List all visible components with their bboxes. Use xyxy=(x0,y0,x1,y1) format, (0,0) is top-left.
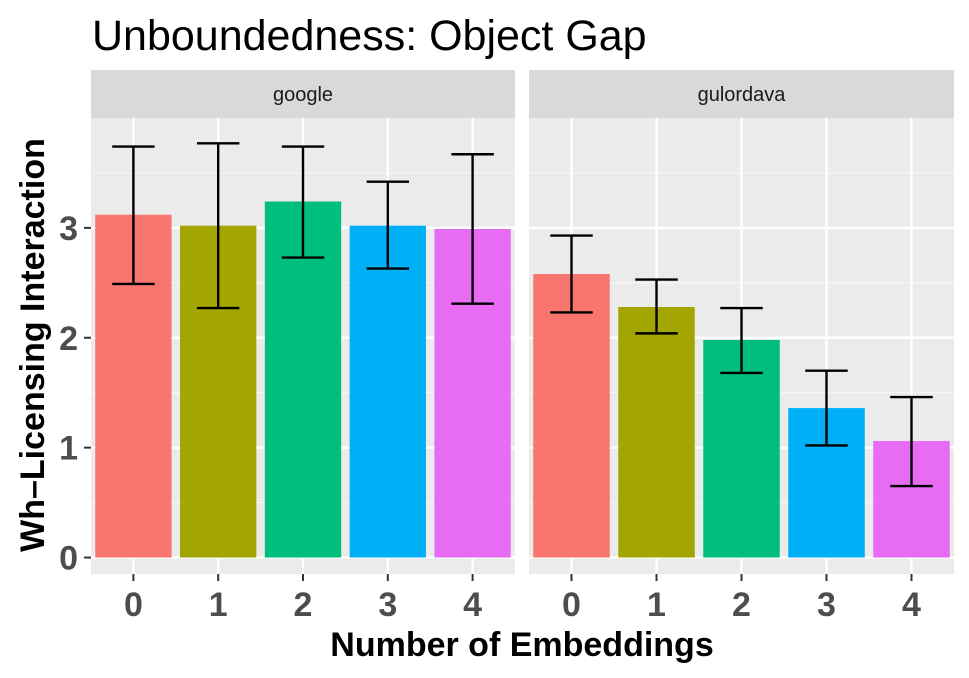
strip-label-gulordava: gulordava xyxy=(698,84,787,106)
x-tick-label-gulordava-0: 0 xyxy=(562,586,581,624)
bar-google-2 xyxy=(264,201,342,558)
x-tick-label-gulordava-2: 2 xyxy=(732,586,751,624)
y-tick-label-3: 3 xyxy=(59,210,78,248)
x-tick-label-google-2: 2 xyxy=(294,586,313,624)
error-bar-gulordava-2 xyxy=(720,306,763,375)
y-axis-title: Wh–Licensing Interaction xyxy=(14,138,52,552)
error-bar-gulordava-0 xyxy=(550,234,593,314)
error-bar-gulordava-4 xyxy=(890,395,933,488)
x-tick-label-gulordava-4: 4 xyxy=(902,586,921,624)
y-tick-label-1: 1 xyxy=(59,430,78,468)
strip-gulordava xyxy=(529,70,954,118)
x-tick-label-gulordava-3: 3 xyxy=(817,586,836,624)
error-bar-gulordava-1 xyxy=(635,278,678,335)
x-tick-label-google-0: 0 xyxy=(124,586,143,624)
x-tick-label-google-3: 3 xyxy=(378,586,397,624)
strip-google xyxy=(91,70,515,118)
bar-gulordava-0 xyxy=(533,274,610,558)
chart-title: Unboundedness: Object Gap xyxy=(92,12,647,60)
x-tick-label-google-4: 4 xyxy=(463,586,482,624)
y-tick-label-2: 2 xyxy=(59,320,78,358)
x-tick-label-gulordava-1: 1 xyxy=(647,586,666,624)
error-bar-google-1 xyxy=(197,142,240,310)
bar-google-3 xyxy=(349,225,426,558)
bar-gulordava-2 xyxy=(703,339,780,558)
strip-label-google: google xyxy=(273,84,333,106)
error-bar-google-0 xyxy=(112,145,155,286)
bar-gulordava-1 xyxy=(618,306,695,558)
error-bar-google-4 xyxy=(451,153,494,305)
error-bar-google-3 xyxy=(366,180,409,270)
y-tick-label-0: 0 xyxy=(59,540,78,578)
error-bar-gulordava-3 xyxy=(805,369,848,447)
error-bar-google-2 xyxy=(281,145,325,259)
x-axis-title: Number of Embeddings xyxy=(330,626,713,664)
x-tick-label-google-1: 1 xyxy=(209,586,228,624)
